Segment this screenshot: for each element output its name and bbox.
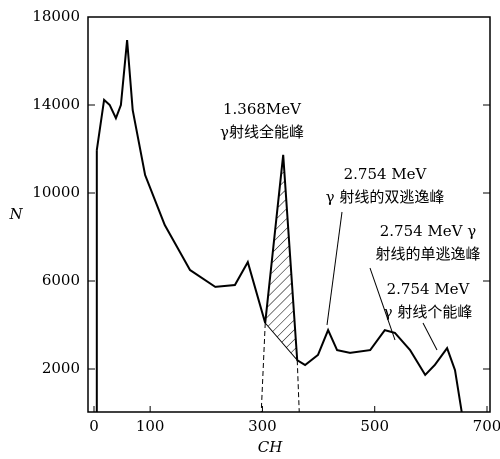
dashed-guide xyxy=(260,322,266,413)
annotation-pointer xyxy=(422,322,438,351)
y-tick-label: 14000 xyxy=(32,95,80,113)
x-tick-label: 100 xyxy=(136,417,165,435)
peak-hatch xyxy=(264,154,298,362)
annotation: 2.754 MeV xyxy=(387,280,471,298)
annotation: γ 射线的双逃逸峰 xyxy=(326,188,445,206)
annotation-pointer xyxy=(326,211,343,326)
annotation: γ 射线个能峰 xyxy=(384,303,473,321)
annotation: 2.754 MeV xyxy=(344,165,428,183)
y-tick-label: 10000 xyxy=(32,183,80,201)
annotation: 1.368MeV xyxy=(223,100,302,118)
x-axis-label: CH xyxy=(258,438,283,456)
annotation: γ射线全能峰 xyxy=(220,123,304,141)
x-tick-label: 700 xyxy=(473,417,500,435)
y-tick-label: 2000 xyxy=(42,359,80,377)
y-tick-label: 6000 xyxy=(42,271,80,289)
x-tick-label: 0 xyxy=(89,417,99,435)
x-tick-label: 500 xyxy=(360,417,389,435)
annotation-pointer xyxy=(369,267,396,341)
plot-frame xyxy=(87,16,491,413)
annotation: 2.754 MeV γ xyxy=(380,222,477,240)
annotation: 射线的单逃逸峰 xyxy=(375,245,480,263)
y-axis-label: N xyxy=(8,205,23,223)
spectrum-line xyxy=(95,40,463,413)
y-tick-label: 18000 xyxy=(32,7,80,25)
dashed-guide xyxy=(296,360,300,413)
x-tick-label: 300 xyxy=(248,417,277,435)
